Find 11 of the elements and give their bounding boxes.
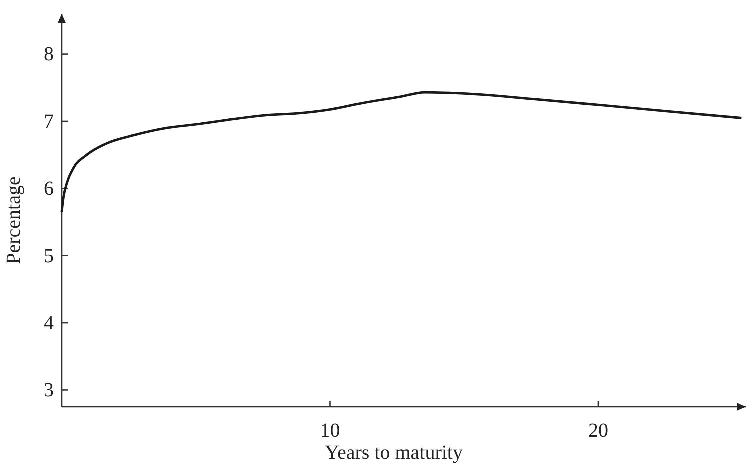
y-tick-label: 7 xyxy=(44,110,54,133)
x-tick-label: 10 xyxy=(320,420,340,442)
y-tick-label: 8 xyxy=(44,44,54,66)
y-tick-label: 6 xyxy=(44,178,54,200)
y-tick-label: 5 xyxy=(44,245,54,268)
x-tick-label: 20 xyxy=(588,420,608,442)
y-tick-label: 3 xyxy=(44,380,54,402)
line-series xyxy=(60,91,742,213)
x-axis-title: Years to maturity xyxy=(325,442,463,464)
y-tick-label: 4 xyxy=(44,312,54,334)
y-axis-title: Percentage xyxy=(3,176,25,264)
